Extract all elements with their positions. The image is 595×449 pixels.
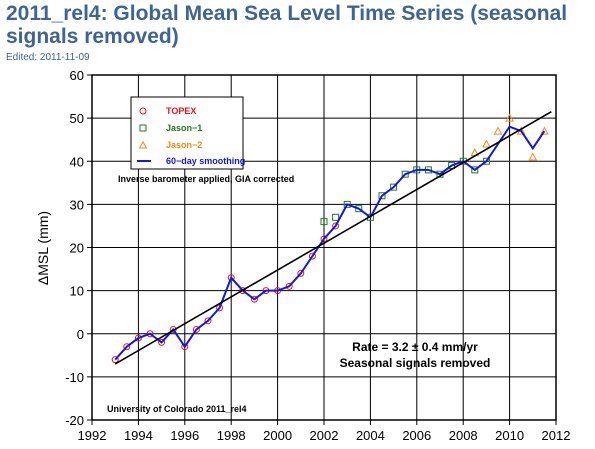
x-tick-label: 2008: [449, 428, 478, 443]
point-jason2: [528, 152, 538, 161]
y-tick-label: 0: [77, 327, 84, 342]
point-topex: [285, 282, 293, 290]
point-topex: [227, 274, 235, 282]
point-topex: [250, 295, 258, 303]
y-tick-label: 20: [70, 241, 84, 256]
legend-label-jason2: Jason−2: [166, 140, 202, 150]
series-line-smoothing: [114, 125, 546, 361]
legend-marker-jason2: [138, 141, 148, 149]
sea-level-chart: 1992 1994 1996 1998 2000 2002 2004 2006 2008 2010…: [35, 68, 571, 443]
y-axis-ticks: -20 -10 0 10 20 30 40 50 60: [65, 68, 92, 428]
y-tick-label: 30: [70, 197, 84, 212]
x-tick-label: 2000: [263, 428, 292, 443]
point-topex: [111, 356, 119, 364]
point-topex: [320, 235, 328, 243]
y-tick-label: -20: [65, 413, 84, 428]
legend-label-smoothing: 60−day smoothing: [166, 156, 245, 166]
x-tick-label: 2010: [495, 428, 524, 443]
point-jason1: [343, 200, 351, 208]
point-jason2: [540, 126, 549, 135]
y-tick-label: 40: [70, 154, 84, 169]
edited-date: Edited: 2011-11-09: [6, 52, 90, 63]
y-tick-label: 60: [70, 68, 84, 83]
point-topex: [134, 334, 142, 342]
point-jason1: [355, 205, 363, 213]
point-topex: [158, 338, 166, 346]
point-topex: [216, 304, 224, 312]
x-tick-label: 2006: [402, 428, 431, 443]
point-jason1: [320, 218, 328, 226]
point-topex: [204, 317, 212, 325]
point-jason2: [505, 113, 514, 122]
legend-item-jason2: Jason−2: [138, 140, 202, 150]
x-tick-label: 1996: [170, 428, 199, 443]
point-topex: [297, 269, 305, 277]
x-axis-ticks: 1992 1994 1996 1998 2000 2002 2004 2006 2008 2010…: [78, 420, 571, 443]
point-jason1: [482, 157, 490, 165]
point-topex: [192, 325, 200, 333]
annotation-seasonal: Seasonal signals removed: [340, 356, 491, 370]
point-topex: [332, 222, 340, 230]
point-jason1: [332, 213, 340, 221]
plot-frame: [91, 74, 557, 421]
y-tick-label: 10: [70, 284, 84, 299]
point-jason1: [378, 192, 386, 200]
point-topex: [308, 252, 316, 260]
legend-marker-topex: [139, 107, 147, 115]
point-topex: [239, 287, 247, 295]
x-tick-label: 1992: [78, 428, 107, 443]
legend-label-jason1: Jason−1: [166, 123, 202, 133]
legend-marker-jason1: [139, 124, 147, 132]
trend-line: [114, 110, 552, 365]
legend-item-smoothing: 60−day smoothing: [137, 156, 245, 166]
y-tick-label: -10: [65, 370, 84, 385]
point-jason2: [493, 126, 503, 135]
y-axis-label: ΔMSL (mm): [35, 211, 51, 285]
annotation-corrections: Inverse barometer applied, GIA corrected: [118, 174, 294, 184]
point-jason2: [482, 139, 491, 148]
legend-item-topex: TOPEX: [139, 106, 196, 116]
point-jason1: [471, 166, 479, 174]
annotation-rate: Rate = 3.2 ± 0.4 mm/yr: [352, 340, 478, 354]
point-topex: [146, 330, 154, 338]
point-topex: [181, 343, 189, 351]
legend-label-topex: TOPEX: [166, 106, 196, 116]
x-tick-label: 1998: [217, 428, 246, 443]
legend-box: [130, 96, 244, 170]
x-tick-label: 2004: [356, 428, 385, 443]
legend: TOPEX Jason−1 Jason−2 60−day smoothing: [130, 96, 245, 170]
annotation-credit: University of Colorado 2011_rel4: [107, 404, 247, 414]
x-tick-label: 2012: [542, 428, 571, 443]
point-jason1: [401, 170, 409, 178]
x-tick-label: 2002: [310, 428, 339, 443]
y-tick-label: 50: [70, 111, 84, 126]
point-jason1: [390, 183, 398, 191]
page-title: 2011_rel4: Global Mean Sea Level Time Se…: [6, 2, 568, 48]
series-smoothing: [114, 125, 546, 361]
point-topex: [123, 343, 131, 351]
x-tick-label: 1994: [124, 428, 153, 443]
legend-item-jason1: Jason−1: [139, 123, 202, 133]
